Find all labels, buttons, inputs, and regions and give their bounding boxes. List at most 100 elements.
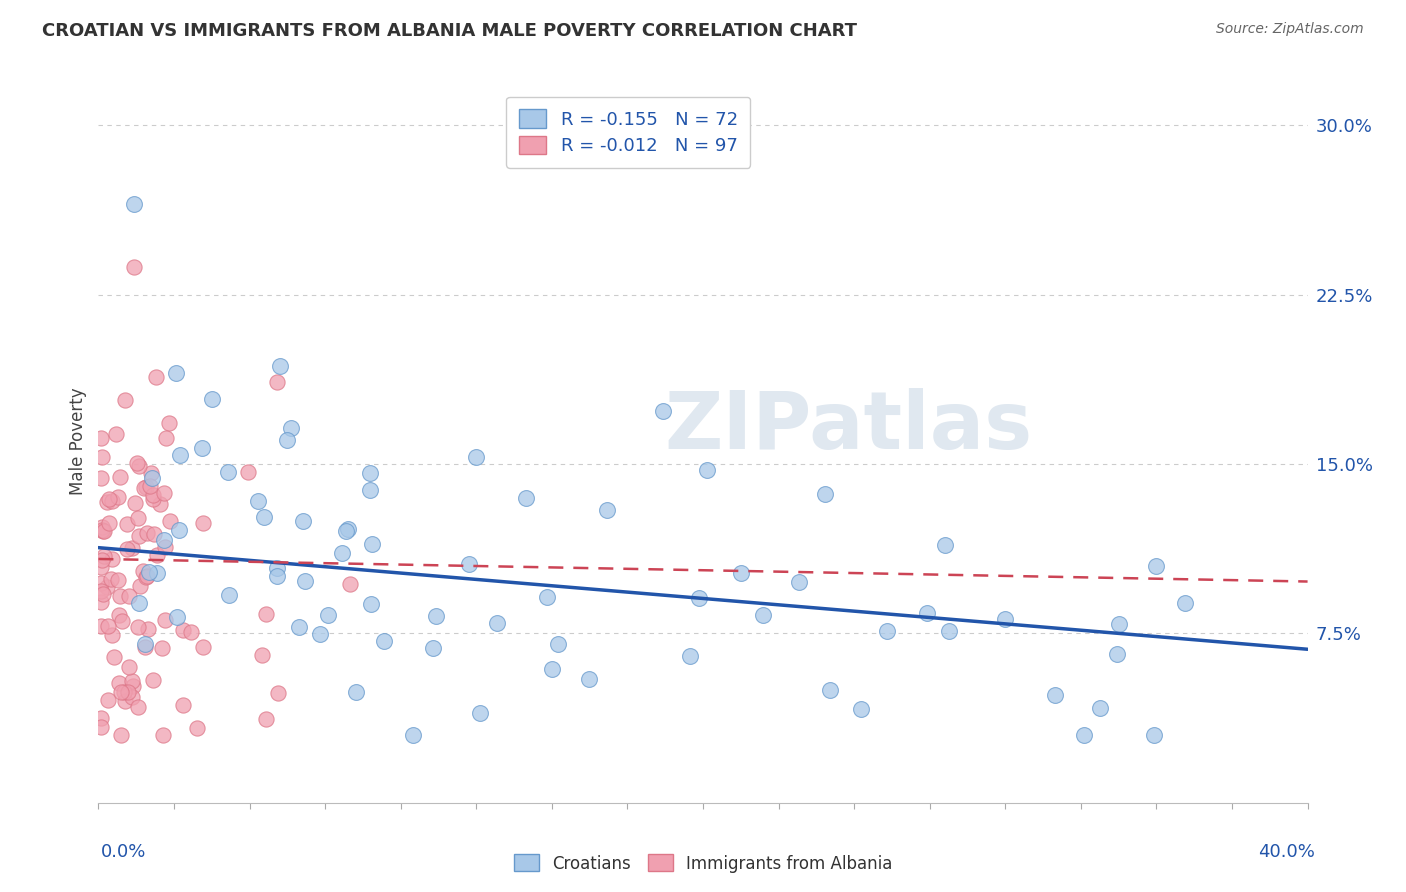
Point	[142, 488, 165, 502]
Point	[127, 456, 149, 470]
Point	[117, 542, 139, 557]
Point	[422, 640, 444, 655]
Point	[541, 662, 564, 676]
Point	[136, 526, 159, 541]
Point	[266, 375, 288, 389]
Point	[146, 566, 169, 580]
Point	[1174, 596, 1197, 610]
Point	[934, 538, 956, 552]
Point	[150, 641, 173, 656]
Point	[136, 569, 159, 583]
Point	[134, 637, 156, 651]
Point	[1088, 701, 1111, 715]
Point	[595, 503, 617, 517]
Point	[485, 616, 508, 631]
Point	[849, 701, 872, 715]
Point	[90, 618, 112, 632]
Point	[465, 450, 488, 464]
Point	[124, 496, 146, 510]
Point	[578, 672, 600, 686]
Point	[217, 465, 239, 479]
Point	[134, 481, 156, 495]
Point	[267, 686, 290, 700]
Point	[121, 674, 143, 689]
Point	[90, 583, 112, 598]
Point	[1143, 728, 1166, 742]
Point	[90, 520, 112, 534]
Point	[201, 392, 224, 406]
Point	[316, 607, 339, 622]
Point	[90, 431, 112, 445]
Point	[752, 607, 775, 622]
Point	[93, 549, 115, 564]
Point	[108, 470, 131, 484]
Text: ZIPatlas: ZIPatlas	[664, 388, 1032, 467]
Point	[818, 682, 841, 697]
Point	[121, 690, 143, 705]
Point	[254, 712, 277, 726]
Point	[114, 393, 136, 408]
Point	[159, 514, 181, 528]
Point	[108, 676, 131, 690]
Point	[266, 569, 288, 583]
Point	[90, 471, 112, 485]
Point	[167, 523, 190, 537]
Point	[118, 660, 141, 674]
Point	[191, 441, 214, 455]
Point	[90, 523, 112, 537]
Point	[730, 566, 752, 580]
Point	[138, 565, 160, 579]
Point	[114, 694, 136, 708]
Y-axis label: Male Poverty: Male Poverty	[69, 388, 87, 495]
Point	[111, 614, 134, 628]
Point	[121, 541, 143, 556]
Point	[152, 486, 174, 500]
Point	[515, 491, 537, 505]
Point	[172, 623, 194, 637]
Legend: Croatians, Immigrants from Albania: Croatians, Immigrants from Albania	[508, 847, 898, 880]
Point	[127, 510, 149, 524]
Text: Source: ZipAtlas.com: Source: ZipAtlas.com	[1216, 22, 1364, 37]
Point	[157, 416, 180, 430]
Point	[107, 491, 129, 505]
Point	[129, 579, 152, 593]
Point	[110, 685, 132, 699]
Point	[814, 487, 837, 501]
Point	[153, 614, 176, 628]
Point	[122, 197, 145, 211]
Point	[128, 459, 150, 474]
Point	[96, 580, 118, 594]
Point	[141, 466, 163, 480]
Point	[93, 524, 115, 539]
Point	[1073, 728, 1095, 742]
Point	[547, 636, 569, 650]
Legend: R = -0.155   N = 72, R = -0.012   N = 97: R = -0.155 N = 72, R = -0.012 N = 97	[506, 96, 751, 168]
Point	[253, 509, 276, 524]
Point	[110, 728, 132, 742]
Point	[117, 684, 139, 698]
Point	[1043, 689, 1066, 703]
Point	[218, 588, 240, 602]
Point	[165, 366, 187, 380]
Point	[339, 577, 361, 591]
Point	[288, 620, 311, 634]
Point	[131, 564, 153, 578]
Point	[138, 478, 160, 492]
Point	[1144, 558, 1167, 573]
Point	[172, 698, 194, 712]
Point	[193, 516, 215, 531]
Point	[127, 619, 149, 633]
Point	[107, 607, 129, 622]
Point	[938, 624, 960, 638]
Point	[247, 494, 270, 508]
Point	[100, 493, 122, 508]
Point	[191, 640, 214, 654]
Point	[138, 623, 160, 637]
Point	[145, 548, 167, 562]
Point	[180, 624, 202, 639]
Point	[169, 448, 191, 462]
Point	[468, 706, 491, 720]
Point	[142, 527, 165, 541]
Point	[337, 522, 360, 536]
Point	[876, 624, 898, 639]
